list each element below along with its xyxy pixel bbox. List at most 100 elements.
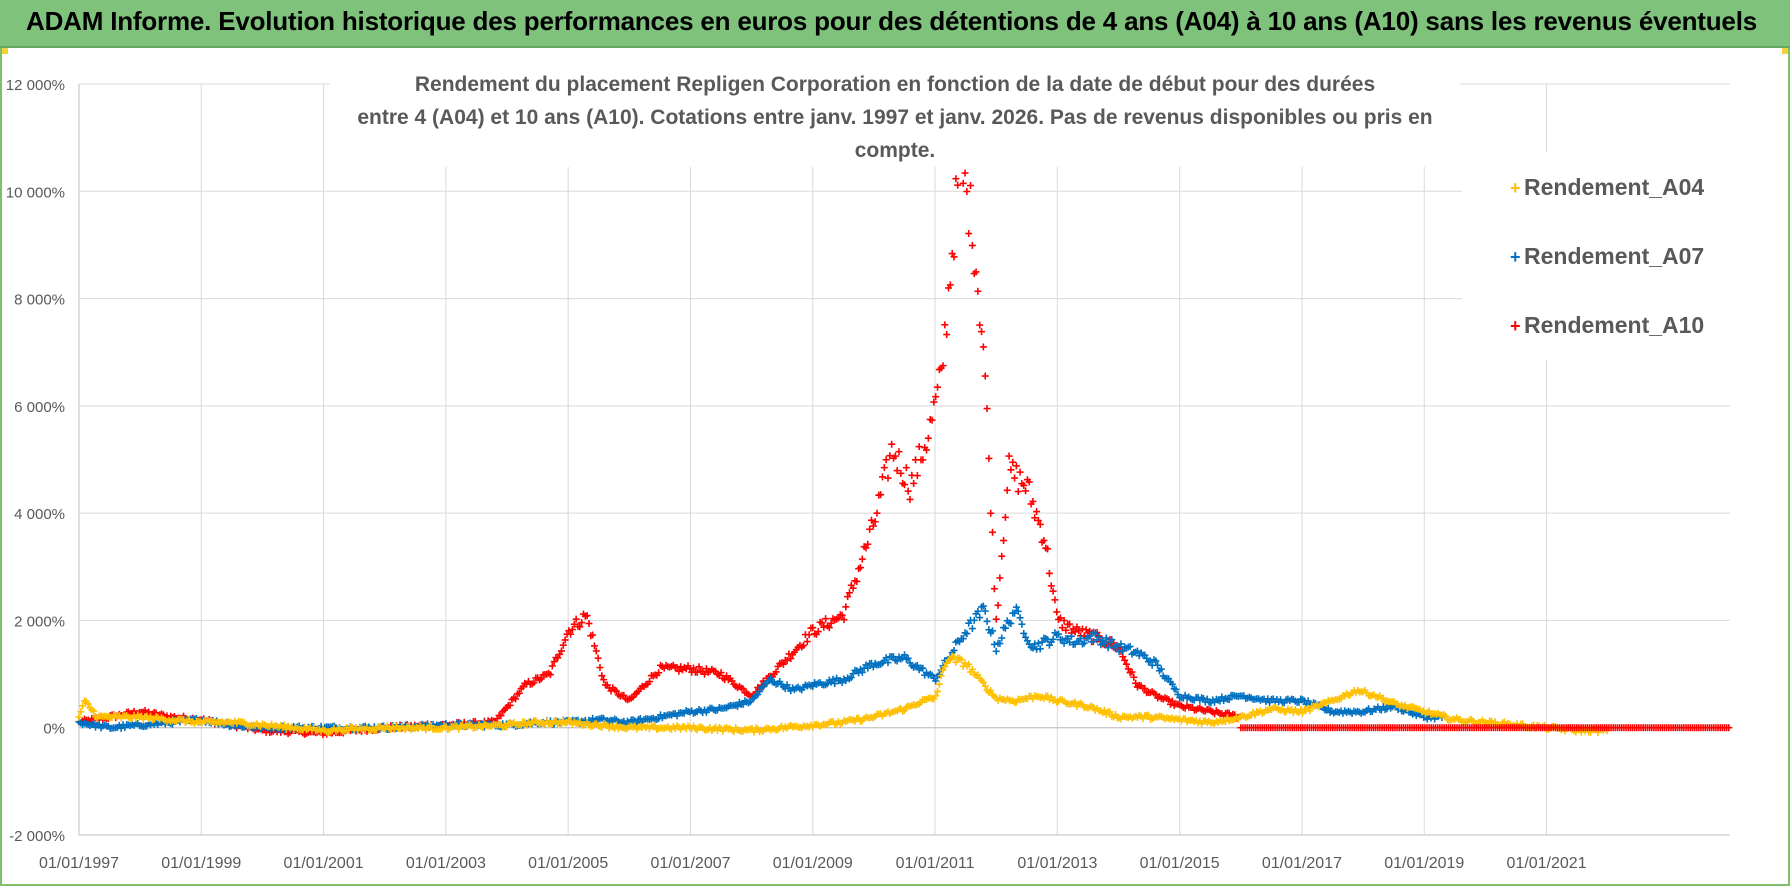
point-a10 — [578, 619, 586, 627]
point-a10 — [932, 393, 940, 401]
point-a07 — [1324, 704, 1332, 712]
point-a10 — [893, 467, 901, 475]
point-a10 — [1058, 624, 1066, 632]
y-tick-label: 2 000% — [14, 613, 65, 630]
point-a10 — [557, 647, 565, 655]
point-a04 — [937, 672, 945, 680]
y-axis: -2 000% 0% 2 000% 4 000% 6 000% 8 000% 10 000%… — [6, 77, 65, 845]
point-a10 — [1029, 498, 1037, 506]
point-a10 — [1044, 545, 1052, 553]
point-a10 — [990, 585, 998, 593]
point-a04 — [598, 723, 606, 731]
x-tick-label: 01/01/2017 — [1262, 855, 1342, 872]
legend-label-a10: Rendement_A10 — [1524, 312, 1705, 338]
point-a10 — [897, 469, 905, 477]
point-a04 — [1111, 710, 1119, 718]
point-a10 — [1025, 478, 1033, 486]
point-a10 — [950, 253, 958, 261]
point-a07 — [996, 640, 1004, 648]
point-a10 — [972, 268, 980, 276]
point-a07 — [1102, 634, 1110, 642]
point-a10 — [1130, 673, 1138, 681]
x-axis: 01/01/1997 01/01/1999 01/01/2001 01/01/2003… — [39, 855, 1587, 872]
point-a04 — [1299, 709, 1307, 717]
point-a10 — [1031, 514, 1039, 522]
point-a10 — [924, 434, 932, 442]
point-a10 — [1045, 569, 1053, 577]
legend-marker-a07: + — [1510, 247, 1521, 267]
point-a10 — [923, 446, 931, 454]
point-a07 — [1172, 685, 1180, 693]
point-a10 — [598, 672, 606, 680]
point-a07 — [767, 674, 775, 682]
point-a07 — [950, 646, 958, 654]
point-a10 — [827, 619, 835, 627]
point-a04 — [974, 671, 982, 679]
point-a10 — [992, 615, 1000, 623]
point-a10 — [646, 678, 654, 686]
point-a10 — [825, 624, 833, 632]
point-a10 — [1012, 462, 1020, 470]
point-a10 — [1073, 623, 1081, 631]
point-a07 — [968, 625, 976, 633]
x-tick-label: 01/01/2003 — [406, 855, 486, 872]
point-a10 — [901, 481, 908, 489]
point-a10 — [1040, 537, 1048, 545]
point-a07 — [1100, 640, 1108, 648]
legend-marker-a04: + — [1510, 178, 1521, 198]
point-a07 — [847, 674, 855, 682]
point-a04 — [1071, 698, 1079, 706]
point-a10 — [655, 669, 663, 677]
point-a10 — [506, 701, 514, 709]
point-a10 — [946, 281, 954, 289]
point-a07 — [1097, 641, 1105, 649]
point-a07 — [1066, 638, 1074, 646]
point-a07 — [963, 630, 971, 638]
point-a10 — [592, 647, 600, 655]
point-a07 — [858, 668, 866, 676]
point-a10 — [1062, 626, 1070, 634]
point-a10 — [983, 405, 991, 413]
point-a07 — [1016, 614, 1024, 622]
point-a04 — [427, 722, 435, 730]
point-a10 — [919, 456, 927, 464]
point-a10 — [867, 516, 875, 524]
point-a10 — [594, 654, 602, 662]
point-a07 — [1080, 639, 1088, 647]
point-a07 — [1001, 624, 1009, 632]
point-a10 — [1165, 696, 1173, 704]
point-a04 — [968, 665, 976, 673]
point-a07 — [1064, 635, 1072, 643]
point-a10 — [998, 552, 1006, 560]
point-a10 — [871, 518, 879, 526]
point-a10 — [976, 321, 984, 329]
point-a04 — [77, 708, 85, 716]
point-a07 — [882, 654, 890, 662]
point-a10 — [968, 241, 976, 249]
legend: + Rendement_A04 + Rendement_A07 + Rendem… — [1462, 152, 1730, 360]
point-a07 — [739, 700, 747, 708]
point-a07 — [1091, 630, 1099, 638]
point-a10 — [1000, 536, 1008, 544]
x-tick-label: 01/01/1999 — [161, 855, 241, 872]
point-a07 — [959, 635, 967, 643]
point-a10 — [1022, 487, 1030, 495]
point-a10 — [600, 676, 608, 684]
point-a10 — [530, 679, 538, 687]
point-a10 — [934, 383, 942, 391]
point-a10 — [803, 638, 811, 646]
page-title: ADAM Informe. Evolution historique des p… — [26, 6, 1757, 36]
point-a10 — [902, 464, 910, 472]
point-a07 — [756, 688, 764, 696]
point-a10 — [1001, 513, 1009, 521]
point-a10 — [1060, 616, 1068, 624]
legend-marker-a10: + — [1510, 316, 1521, 336]
point-a04 — [1442, 712, 1450, 720]
point-a10 — [1020, 481, 1028, 489]
point-a04 — [1379, 694, 1387, 702]
point-a07 — [1036, 645, 1044, 653]
point-a10 — [1075, 627, 1083, 635]
point-a10 — [585, 619, 593, 627]
point-a04 — [935, 680, 943, 688]
point-a10 — [856, 564, 864, 572]
